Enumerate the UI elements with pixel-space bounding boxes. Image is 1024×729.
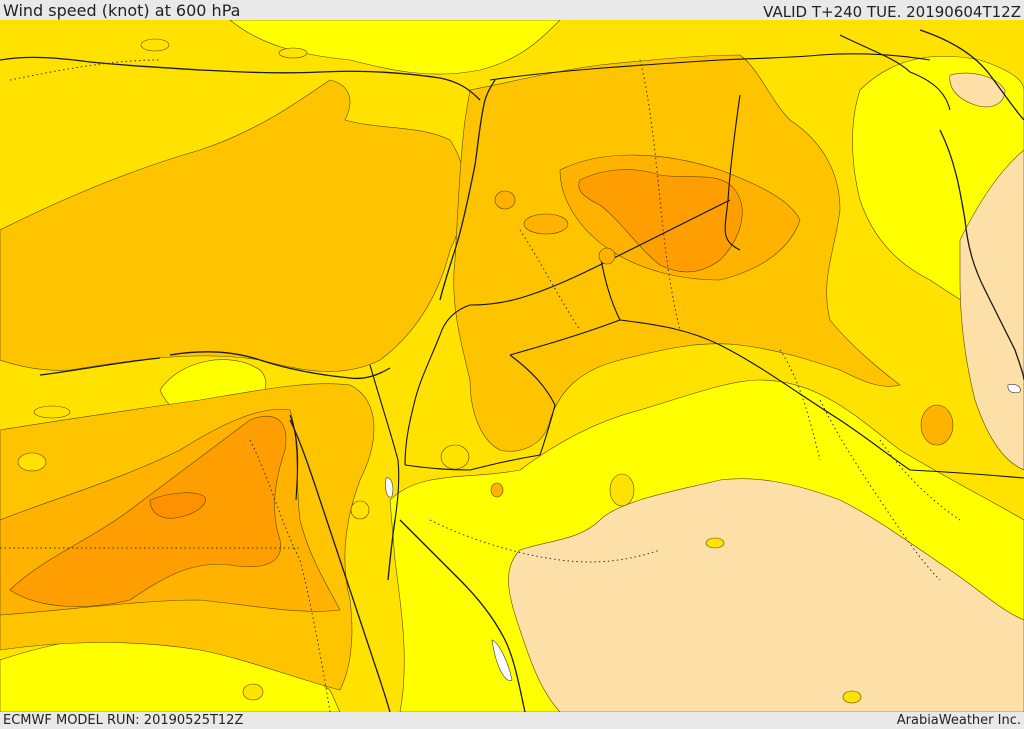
yellow-zone-north xyxy=(229,20,561,75)
map-title: Wind speed (knot) at 600 hPa xyxy=(3,1,241,20)
orange-spots xyxy=(490,190,954,498)
country-borders xyxy=(289,34,1024,521)
red-sea-island xyxy=(491,639,513,681)
dead-sea xyxy=(385,477,394,498)
orange-zone-egypt xyxy=(9,415,287,607)
footer-bar: ECMWF MODEL RUN: 20190525T12Z ArabiaWeat… xyxy=(0,712,1024,729)
orange-zone-iraq xyxy=(578,169,743,273)
small-contours xyxy=(17,38,862,704)
admin-boundaries xyxy=(0,59,961,712)
header-bar: Wind speed (knot) at 600 hPa VALID T+240… xyxy=(0,0,1024,21)
orange-zone-core xyxy=(149,492,206,519)
credit: ArabiaWeather Inc. xyxy=(896,713,1021,728)
east-spot xyxy=(1007,384,1021,394)
beige-zone-northeast xyxy=(949,72,1006,108)
wind-speed-map xyxy=(0,20,1024,712)
model-run: ECMWF MODEL RUN: 20190525T12Z xyxy=(3,713,244,728)
beige-zone-east xyxy=(959,149,1024,471)
coastlines xyxy=(0,29,1024,712)
valid-time: VALID T+240 TUE. 20190604T12Z xyxy=(763,3,1021,21)
beige-zone-arabia xyxy=(508,478,1024,712)
